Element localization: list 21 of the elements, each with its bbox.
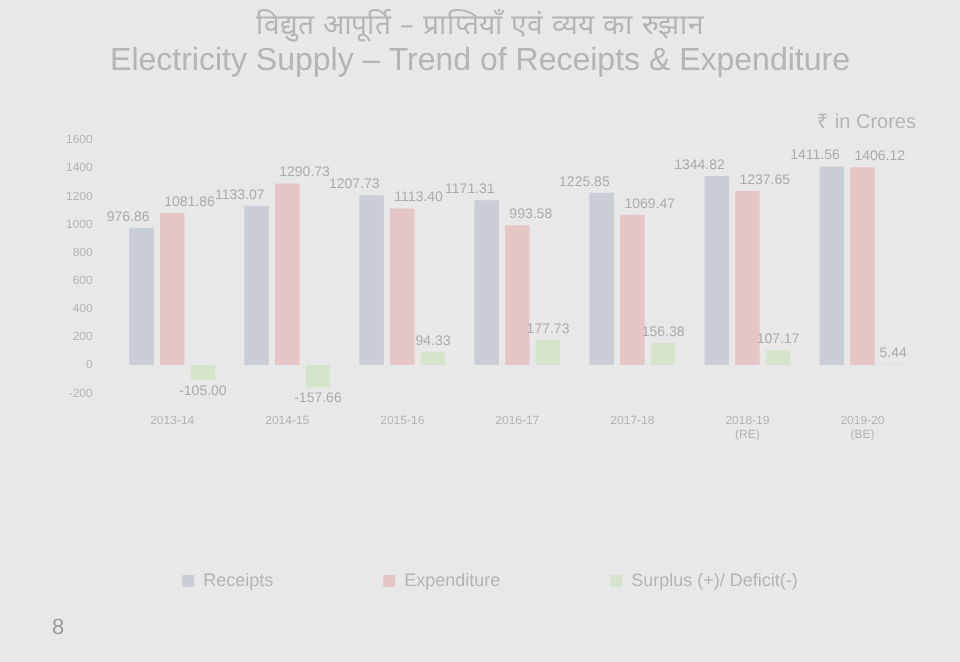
bar <box>650 343 676 366</box>
bar <box>474 200 499 366</box>
bar <box>589 192 614 366</box>
bar <box>159 212 185 366</box>
bar <box>244 205 269 366</box>
bar <box>735 190 760 366</box>
bar <box>819 166 845 366</box>
bar <box>274 183 300 366</box>
bar <box>620 214 645 366</box>
bar <box>305 365 331 388</box>
bar <box>850 167 875 366</box>
bar <box>765 349 791 366</box>
bar <box>190 365 216 380</box>
bar <box>129 227 154 366</box>
bar <box>704 175 730 366</box>
bar <box>359 195 384 366</box>
bar <box>390 208 415 366</box>
bar <box>505 225 530 366</box>
bar <box>420 351 446 366</box>
text: 8 <box>52 616 65 640</box>
bar <box>535 340 561 366</box>
